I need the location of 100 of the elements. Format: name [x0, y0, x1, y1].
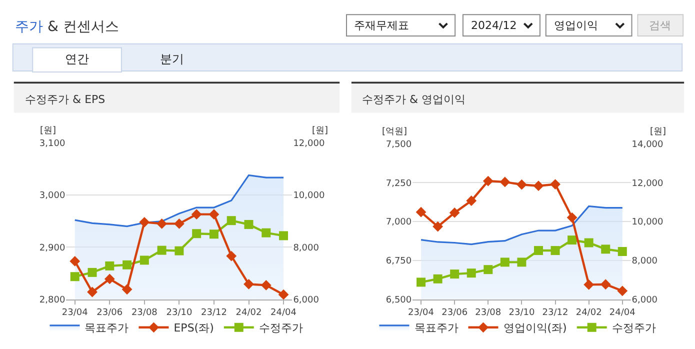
point [618, 247, 627, 256]
point [192, 229, 202, 238]
y2-axis-title: [원] [650, 127, 666, 137]
point [278, 289, 289, 300]
x-tick-label: 23/08 [131, 308, 158, 318]
legend-label: 영업이익(좌) [503, 322, 567, 335]
x-tick-label: 23/06 [442, 308, 468, 318]
point [122, 260, 132, 270]
point [191, 209, 202, 220]
text: 분기 [160, 52, 184, 66]
point [600, 279, 611, 290]
point [104, 274, 115, 284]
point [601, 244, 610, 254]
y2-tick-label: 6,000 [293, 295, 320, 306]
point [466, 268, 476, 278]
point [584, 279, 594, 290]
x-tick-label: 24/02 [236, 308, 262, 318]
point [156, 218, 168, 229]
chart-title: 수정주가 & 영업이익 [362, 93, 466, 106]
point [105, 261, 114, 270]
point [157, 246, 166, 255]
point [584, 238, 594, 248]
point [449, 208, 460, 218]
point [87, 286, 98, 298]
text: 영업이익 [554, 19, 598, 32]
point [617, 286, 628, 296]
point [432, 221, 444, 232]
point [550, 246, 560, 256]
x-tick-label: 23/06 [96, 308, 123, 318]
y2-tick-label: 12,000 [632, 178, 664, 189]
x-tick-label: 23/10 [166, 308, 192, 318]
point [566, 212, 578, 223]
text: 주재무제표 [354, 19, 409, 32]
point [500, 176, 510, 188]
x-tick-label: 23/04 [408, 308, 434, 318]
point [70, 256, 80, 266]
legend-label: 목표주가 [84, 322, 129, 335]
y-tick-label: 3,000 [39, 191, 66, 202]
x-tick-label: 24/04 [609, 308, 636, 318]
y-tick-label: 7,500 [386, 140, 412, 150]
legend-label: EPS(좌) [174, 322, 214, 335]
point [466, 196, 477, 206]
y-tick-label: 7,250 [386, 178, 412, 189]
y-tick-label: 6,750 [386, 256, 412, 267]
point [139, 216, 150, 228]
x-tick-label: 24/04 [270, 308, 297, 318]
point [174, 246, 184, 256]
y-axis-title: [억원] [382, 127, 408, 137]
y-tick-label: 2,800 [39, 295, 66, 306]
point [70, 272, 80, 282]
legend-label: 수정주가 [258, 322, 303, 335]
y-tick-label: 7,000 [386, 218, 412, 228]
point [244, 220, 254, 229]
y2-axis-title: [원] [312, 126, 328, 136]
y-tick-label: 6,500 [386, 295, 412, 306]
point [534, 246, 543, 256]
y2-tick-label: 8,000 [632, 256, 658, 267]
point [416, 206, 426, 218]
text: 2024/12 [471, 19, 517, 32]
point [279, 231, 288, 240]
point [208, 209, 220, 220]
point [226, 216, 236, 226]
point [516, 179, 527, 190]
x-tick-label: 23/04 [62, 308, 88, 318]
x-tick-label: 23/10 [508, 308, 535, 318]
point [433, 274, 442, 284]
text: 주가 & 컨센서스 [15, 19, 119, 35]
point [517, 258, 526, 267]
point [450, 270, 460, 279]
x-tick-label: 23/12 [542, 308, 568, 318]
point [500, 258, 510, 267]
point [244, 278, 254, 290]
y2-tick-label: 14,000 [632, 140, 664, 150]
y2-tick-label: 10,000 [632, 218, 664, 228]
y-tick-label: 3,100 [39, 139, 66, 150]
y2-tick-label: 8,000 [293, 243, 320, 254]
y2-tick-label: 6,000 [632, 295, 658, 306]
point [174, 218, 184, 229]
x-tick-label: 24/02 [576, 308, 602, 318]
point [484, 265, 493, 274]
point [262, 228, 271, 238]
y-axis-title: [원] [40, 126, 56, 136]
point [482, 176, 494, 186]
x-tick-label: 23/08 [475, 308, 502, 318]
point [260, 280, 272, 290]
point [88, 268, 97, 277]
y2-tick-label: 10,000 [293, 191, 325, 202]
point [550, 179, 560, 190]
point [568, 236, 577, 245]
x-tick-label: 23/12 [201, 308, 227, 318]
text: 검색 [649, 19, 671, 32]
point [416, 278, 426, 287]
point [209, 230, 218, 239]
point [140, 256, 149, 265]
y-tick-label: 2,900 [39, 243, 66, 254]
legend-label: 목표주가 [414, 322, 458, 335]
text: 연간 [65, 52, 89, 66]
y2-tick-label: 12,000 [293, 139, 325, 150]
legend-label: 수정주가 [612, 322, 656, 335]
point [533, 180, 544, 192]
